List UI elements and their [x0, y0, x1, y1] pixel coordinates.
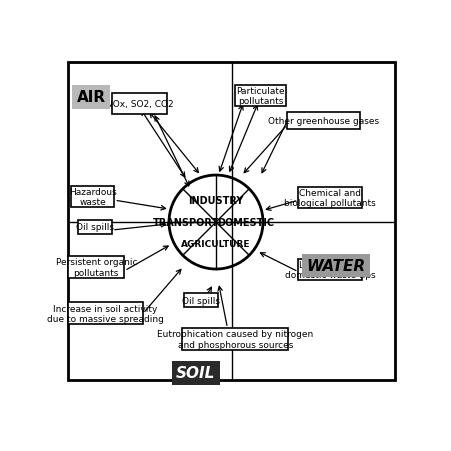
Text: Hazardous
waste: Hazardous waste	[69, 188, 116, 207]
Text: Eutrophication caused by nitrogen
and phosphorous sources: Eutrophication caused by nitrogen and ph…	[157, 330, 313, 349]
FancyBboxPatch shape	[68, 303, 143, 324]
Text: Persistent organic
pollutants: Persistent organic pollutants	[55, 258, 137, 277]
Text: Leakage from
domestic waste tips: Leakage from domestic waste tips	[284, 260, 375, 280]
FancyBboxPatch shape	[182, 328, 288, 350]
FancyBboxPatch shape	[183, 294, 217, 307]
Text: Chemical and
biological pollutants: Chemical and biological pollutants	[284, 188, 375, 207]
Text: SOIL: SOIL	[175, 365, 215, 380]
Text: Particulate
pollutants: Particulate pollutants	[235, 87, 284, 106]
Text: Increase in soil activity
due to massive spreading: Increase in soil activity due to massive…	[47, 304, 164, 323]
FancyBboxPatch shape	[235, 85, 285, 107]
Text: TRANSPORT: TRANSPORT	[152, 217, 218, 228]
Text: Oil spills: Oil spills	[76, 223, 114, 232]
FancyBboxPatch shape	[68, 257, 124, 278]
FancyBboxPatch shape	[287, 113, 359, 130]
Text: WATER: WATER	[306, 258, 365, 273]
Text: Oil spills: Oil spills	[181, 296, 219, 305]
Text: AIR: AIR	[77, 90, 106, 105]
FancyBboxPatch shape	[78, 221, 112, 234]
Text: NOx, SO2, CO2: NOx, SO2, CO2	[106, 100, 173, 109]
Text: INDUSTRY: INDUSTRY	[188, 196, 243, 206]
FancyBboxPatch shape	[71, 187, 114, 207]
FancyBboxPatch shape	[298, 187, 361, 209]
Text: Other greenhouse gases: Other greenhouse gases	[268, 117, 378, 126]
Text: AGRICULTURE: AGRICULTURE	[181, 240, 250, 249]
Text: DOMESTIC: DOMESTIC	[216, 217, 273, 228]
FancyBboxPatch shape	[298, 259, 361, 281]
FancyBboxPatch shape	[111, 94, 167, 115]
FancyBboxPatch shape	[68, 63, 394, 380]
